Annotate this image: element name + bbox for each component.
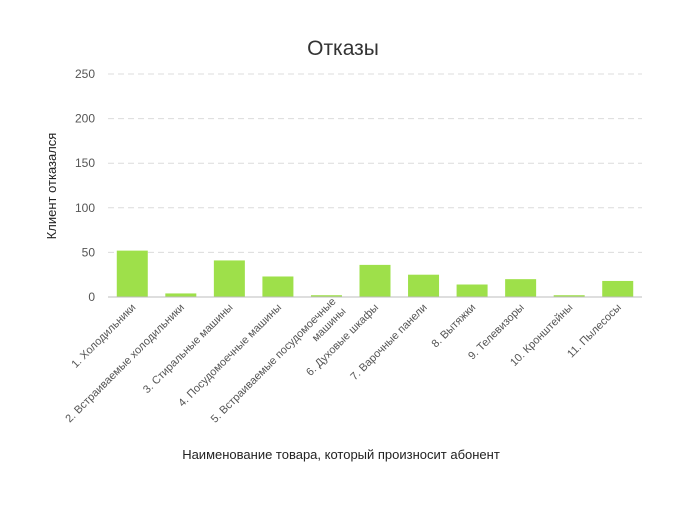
x-tick-label: 4. Посудомоечные машины xyxy=(176,302,284,410)
bar xyxy=(262,276,294,297)
y-tick-label: 150 xyxy=(75,156,95,170)
bar xyxy=(456,284,488,297)
bar xyxy=(165,293,197,297)
grid-lines xyxy=(108,73,642,253)
y-tick-label: 50 xyxy=(82,245,96,259)
x-tick-label: 5. Встраиваемые посудомоечныемашины xyxy=(209,296,349,436)
bar xyxy=(553,295,585,297)
bar xyxy=(602,280,634,297)
bar xyxy=(408,274,440,297)
x-axis-title: Наименование товара, который произносит … xyxy=(182,447,500,462)
y-tick-label: 100 xyxy=(75,201,95,215)
bar xyxy=(213,260,245,297)
bar xyxy=(116,250,148,297)
y-tick-label: 0 xyxy=(88,290,95,304)
y-tick-label: 200 xyxy=(75,112,95,126)
x-tick-label: 8. Вытяжки xyxy=(430,302,479,351)
y-tick-label: 250 xyxy=(75,67,95,81)
y-axis-ticks: 0 50 100 150 200 250 xyxy=(75,67,95,304)
bar xyxy=(505,279,537,297)
chart-title: Отказы xyxy=(307,37,379,60)
x-tick-label: 3. Стиральные машины xyxy=(141,302,235,396)
bars xyxy=(116,250,634,297)
bar xyxy=(310,295,342,297)
y-axis-title: Клиент отказался xyxy=(44,133,59,240)
bar xyxy=(359,264,391,297)
